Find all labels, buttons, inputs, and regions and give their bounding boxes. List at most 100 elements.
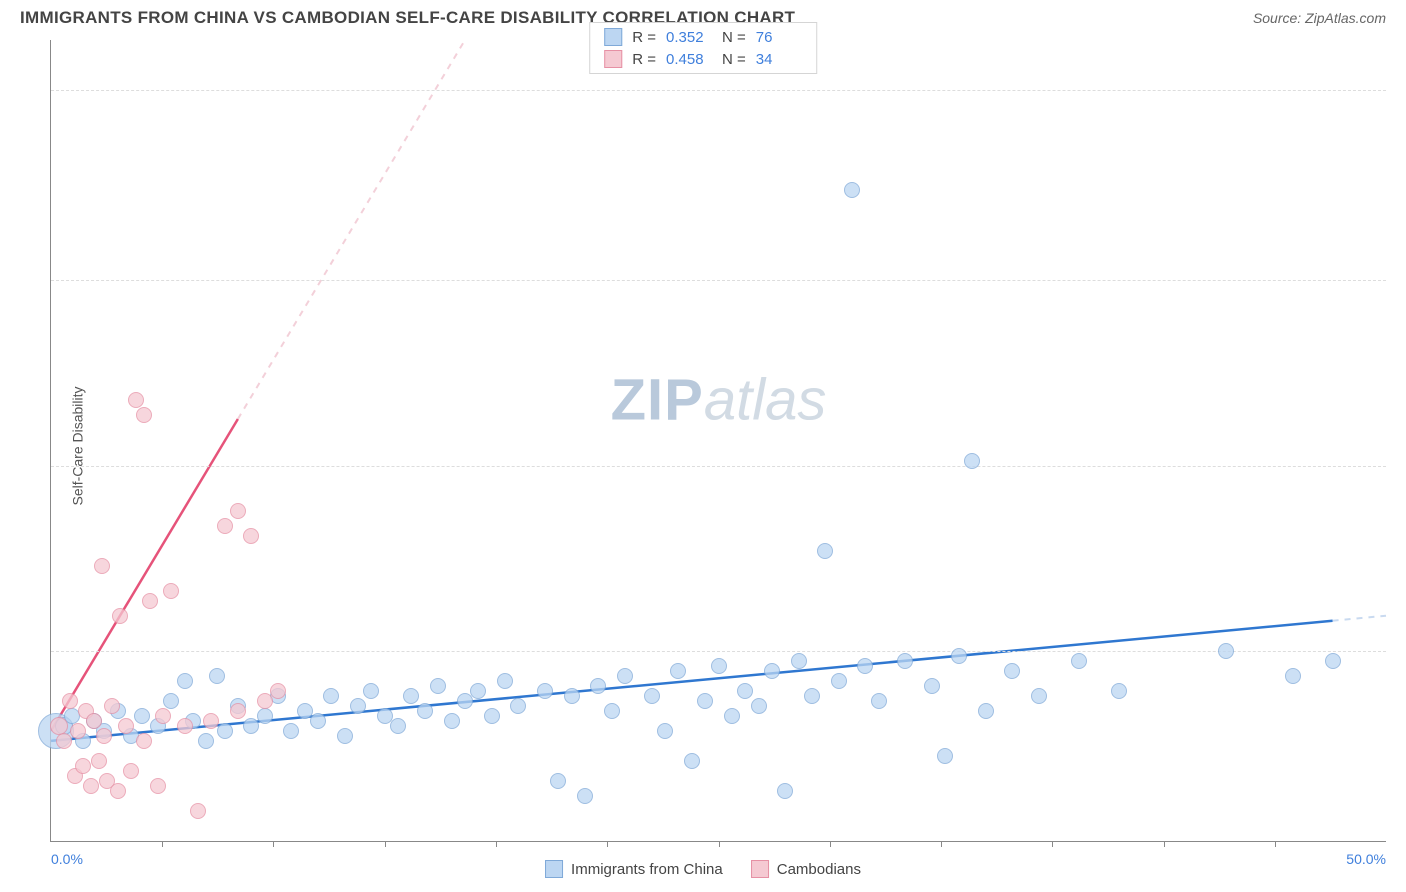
x-tick-label: 0.0% bbox=[51, 851, 83, 867]
scatter-point bbox=[430, 678, 446, 694]
scatter-point bbox=[564, 688, 580, 704]
scatter-point bbox=[1325, 653, 1341, 669]
scatter-point bbox=[91, 753, 107, 769]
x-tick bbox=[1275, 841, 1276, 847]
scatter-point bbox=[83, 778, 99, 794]
gridline bbox=[51, 90, 1386, 91]
watermark: ZIPatlas bbox=[611, 367, 827, 434]
scatter-point bbox=[136, 407, 152, 423]
scatter-point bbox=[711, 658, 727, 674]
scatter-point bbox=[484, 708, 500, 724]
scatter-point bbox=[243, 718, 259, 734]
scatter-point bbox=[670, 663, 686, 679]
x-tick bbox=[830, 841, 831, 847]
scatter-point bbox=[737, 683, 753, 699]
scatter-point bbox=[123, 763, 139, 779]
x-tick bbox=[496, 841, 497, 847]
scatter-point bbox=[75, 758, 91, 774]
watermark-atlas: atlas bbox=[704, 368, 827, 433]
scatter-point bbox=[70, 723, 86, 739]
scatter-point bbox=[684, 753, 700, 769]
scatter-point bbox=[217, 723, 233, 739]
legend-label: Cambodians bbox=[777, 861, 861, 878]
scatter-point bbox=[937, 748, 953, 764]
scatter-point bbox=[283, 723, 299, 739]
legend-swatch bbox=[604, 28, 622, 46]
scatter-point bbox=[497, 673, 513, 689]
scatter-point bbox=[924, 678, 940, 694]
stats-legend-row: R =0.458N =34 bbox=[590, 48, 816, 70]
stats-legend: R =0.352N =76R =0.458N =34 bbox=[589, 22, 817, 74]
scatter-point bbox=[177, 718, 193, 734]
y-tick-label: 7.5% bbox=[1392, 458, 1406, 474]
scatter-point bbox=[417, 703, 433, 719]
scatter-point bbox=[136, 733, 152, 749]
x-tick bbox=[162, 841, 163, 847]
scatter-point bbox=[457, 693, 473, 709]
scatter-point bbox=[230, 503, 246, 519]
y-tick-label: 11.2% bbox=[1392, 272, 1406, 288]
scatter-point bbox=[978, 703, 994, 719]
scatter-point bbox=[243, 528, 259, 544]
scatter-point bbox=[751, 698, 767, 714]
scatter-point bbox=[804, 688, 820, 704]
scatter-point bbox=[951, 648, 967, 664]
legend-swatch bbox=[545, 860, 563, 878]
scatter-point bbox=[142, 593, 158, 609]
scatter-point bbox=[270, 683, 286, 699]
y-tick-label: 15.0% bbox=[1392, 82, 1406, 98]
series-legend: Immigrants from China Cambodians bbox=[545, 860, 861, 878]
scatter-point bbox=[403, 688, 419, 704]
scatter-point bbox=[134, 708, 150, 724]
scatter-point bbox=[590, 678, 606, 694]
scatter-point bbox=[209, 668, 225, 684]
scatter-point bbox=[510, 698, 526, 714]
scatter-point bbox=[1285, 668, 1301, 684]
legend-item: Immigrants from China bbox=[545, 860, 723, 878]
scatter-point bbox=[337, 728, 353, 744]
scatter-point bbox=[203, 713, 219, 729]
gridline bbox=[51, 651, 1386, 652]
scatter-point bbox=[871, 693, 887, 709]
scatter-point bbox=[163, 693, 179, 709]
scatter-point bbox=[198, 733, 214, 749]
scatter-point bbox=[230, 703, 246, 719]
scatter-point bbox=[350, 698, 366, 714]
scatter-point bbox=[1111, 683, 1127, 699]
scatter-chart: ZIPatlas 3.8%7.5%11.2%15.0%0.0%50.0% bbox=[50, 40, 1386, 842]
scatter-point bbox=[724, 708, 740, 724]
scatter-point bbox=[163, 583, 179, 599]
scatter-point bbox=[604, 703, 620, 719]
scatter-point bbox=[217, 518, 233, 534]
scatter-point bbox=[310, 713, 326, 729]
x-tick bbox=[1164, 841, 1165, 847]
scatter-point bbox=[777, 783, 793, 799]
scatter-point bbox=[62, 693, 78, 709]
gridline bbox=[51, 466, 1386, 467]
scatter-point bbox=[644, 688, 660, 704]
x-tick bbox=[607, 841, 608, 847]
scatter-point bbox=[56, 733, 72, 749]
scatter-point bbox=[110, 783, 126, 799]
scatter-point bbox=[470, 683, 486, 699]
scatter-point bbox=[94, 558, 110, 574]
scatter-point bbox=[857, 658, 873, 674]
scatter-point bbox=[1004, 663, 1020, 679]
scatter-point bbox=[550, 773, 566, 789]
y-tick-label: 3.8% bbox=[1392, 643, 1406, 659]
gridline bbox=[51, 280, 1386, 281]
scatter-point bbox=[363, 683, 379, 699]
legend-swatch bbox=[604, 50, 622, 68]
x-tick bbox=[385, 841, 386, 847]
legend-swatch bbox=[751, 860, 769, 878]
x-tick bbox=[719, 841, 720, 847]
scatter-point bbox=[537, 683, 553, 699]
stats-legend-row: R =0.352N =76 bbox=[590, 26, 816, 48]
scatter-point bbox=[257, 693, 273, 709]
x-tick bbox=[1052, 841, 1053, 847]
r-value: 0.458 bbox=[666, 51, 712, 68]
scatter-point bbox=[96, 728, 112, 744]
scatter-point bbox=[764, 663, 780, 679]
scatter-point bbox=[1071, 653, 1087, 669]
scatter-point bbox=[844, 182, 860, 198]
